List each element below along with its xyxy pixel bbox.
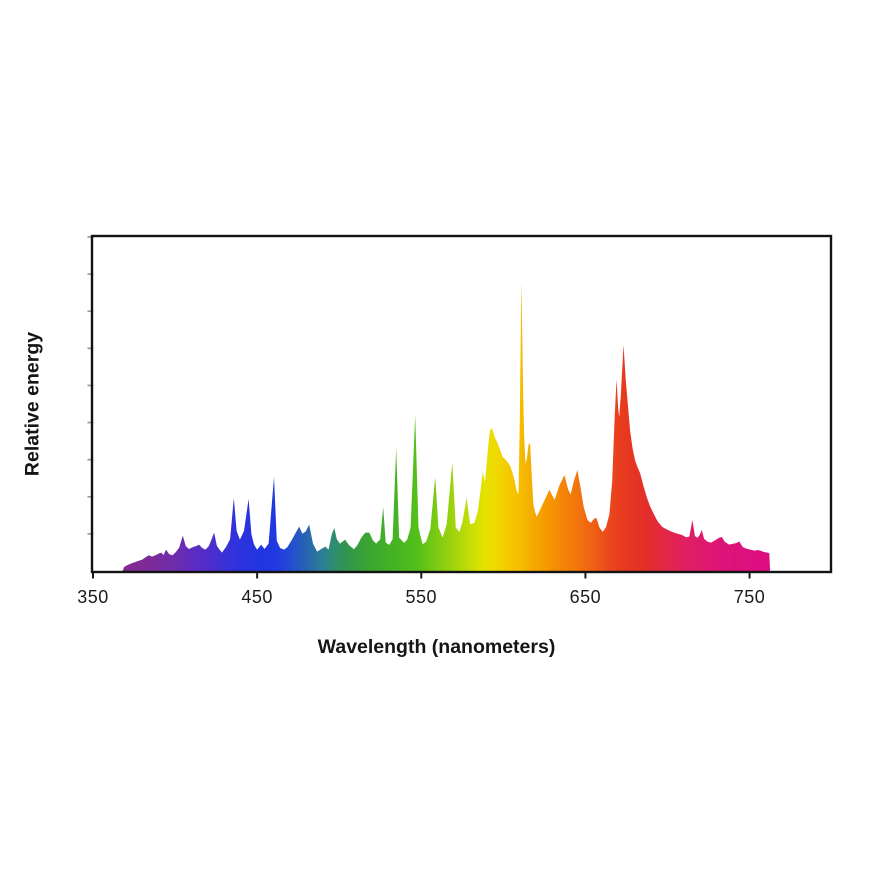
x-tick-label-750: 750 <box>733 587 766 607</box>
spectrum-area <box>122 281 771 571</box>
x-tick-label-450: 450 <box>241 587 273 607</box>
x-tick-label-650: 650 <box>569 587 602 607</box>
x-axis-title: Wavelength (nanometers) <box>317 636 556 658</box>
x-tick-label-350: 350 <box>77 587 109 607</box>
plot-border <box>90 234 833 574</box>
x-tick-label-550: 550 <box>405 587 438 607</box>
y-axis-ticks <box>87 236 94 535</box>
y-axis-title: Relative energy <box>21 331 44 477</box>
